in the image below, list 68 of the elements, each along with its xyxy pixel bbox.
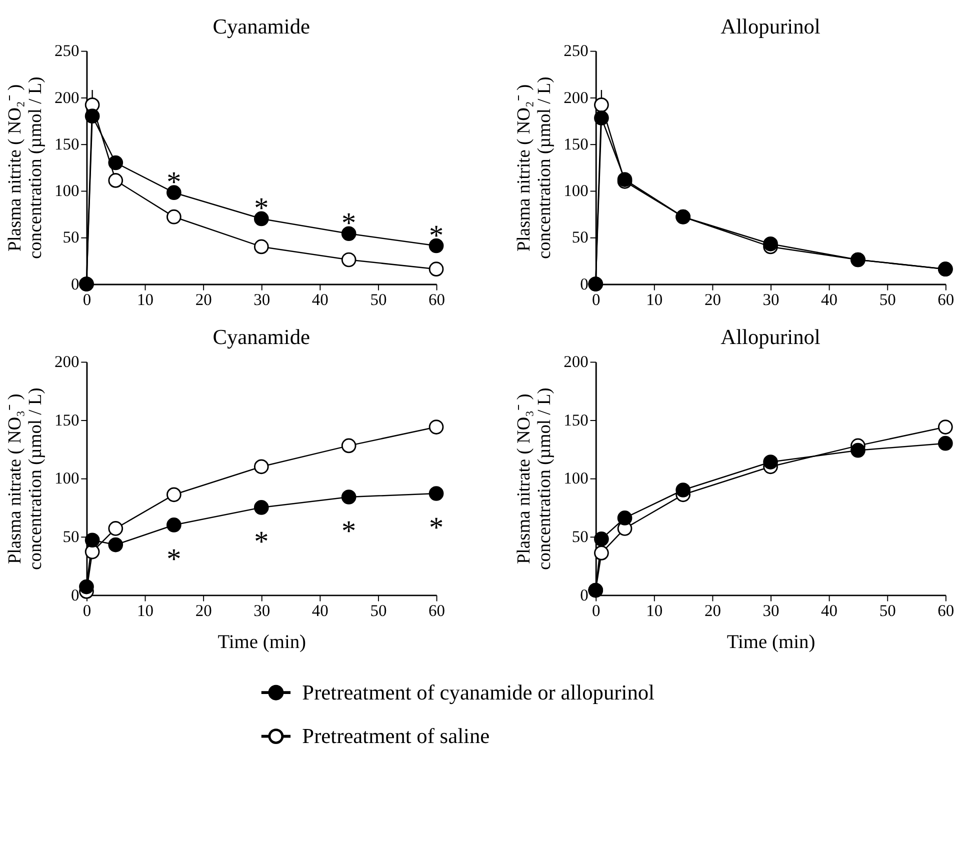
x-tick-label: 10	[137, 600, 154, 620]
annotation: *	[342, 208, 356, 240]
x-tick-label: 20	[195, 600, 212, 620]
x-tick-label: 10	[646, 600, 663, 620]
annotation: *	[428, 220, 444, 252]
x-tick-label: 60	[428, 290, 446, 309]
y-tick-label: 150	[564, 134, 588, 154]
annotation: *	[254, 192, 269, 225]
chart-title: Cyanamide	[212, 14, 310, 38]
y-tick-label: 150	[54, 134, 80, 154]
x-tick-label: 50	[370, 290, 387, 309]
y-tick-label: 0	[580, 274, 588, 294]
x-tick-label: 30	[762, 290, 780, 309]
y-tick-label: 200	[54, 88, 80, 107]
y-axis-title: Plasma nitrite ( NO₂⁻ ) concentration (µmol / L)	[514, 76, 554, 260]
x-tick-label: 20	[704, 290, 721, 309]
x-tick-label: 50	[879, 600, 896, 620]
annotation: *	[254, 526, 269, 558]
y-tick-label: 0	[70, 585, 80, 604]
y-tick-label: 50	[62, 228, 80, 247]
x-tick-label: 40	[821, 600, 838, 620]
x-tick-label: 50	[879, 290, 896, 309]
y-axis-title: Plasma nitrite ( NO₂⁻ ) concentration (µmol / L)	[4, 76, 45, 260]
x-tick-label: 60	[428, 600, 446, 620]
y-tick-label: 150	[564, 410, 588, 430]
y-tick-label: 100	[54, 468, 80, 488]
y-tick-label: 100	[54, 181, 80, 200]
x-tick-label: 40	[312, 600, 328, 620]
x-tick-label: 40	[821, 290, 838, 309]
y-tick-label: 50	[572, 228, 588, 247]
y-tick-label: 250	[54, 41, 80, 60]
y-tick-label: 0	[70, 274, 80, 294]
x-tick-label: 20	[195, 290, 212, 309]
x-tick-label: 60	[938, 290, 954, 309]
x-tick-label: 0	[82, 600, 92, 620]
y-tick-label: 50	[62, 526, 80, 546]
x-tick-label: 40	[312, 290, 328, 309]
annotation: *	[166, 544, 182, 576]
x-tick-label: 30	[762, 600, 780, 620]
annotation: *	[166, 166, 182, 199]
x-tick-label: 50	[370, 600, 387, 620]
y-tick-label: 250	[564, 41, 588, 60]
chart-title: Cyanamide	[212, 325, 310, 350]
y-tick-label: 0	[580, 585, 588, 604]
legend-label: Pretreatment of cyanamide or allopurinol	[302, 680, 655, 704]
x-axis-title: Time (min)	[218, 632, 306, 653]
x-tick-label: 20	[704, 600, 721, 620]
legend-label: Pretreatment of saline	[302, 724, 490, 748]
chart-title: Allopurinol	[720, 325, 820, 350]
y-tick-label: 150	[54, 410, 80, 430]
y-axis-title: Plasma nitrate ( NO₃⁻ ) concentration (µmol / L)	[514, 388, 554, 570]
y-tick-label: 200	[564, 352, 588, 372]
annotation: *	[342, 516, 356, 548]
chart-title: Allopurinol	[720, 14, 820, 38]
y-tick-label: 100	[564, 181, 588, 200]
y-tick-label: 100	[564, 468, 588, 488]
x-tick-label: 30	[254, 600, 270, 620]
x-tick-label: 30	[254, 290, 270, 309]
y-tick-label: 200	[54, 352, 80, 372]
y-tick-label: 50	[572, 526, 588, 546]
x-tick-label: 0	[82, 290, 92, 309]
y-tick-label: 200	[564, 88, 588, 107]
x-tick-label: 10	[137, 290, 154, 309]
annotation: *	[428, 512, 444, 544]
x-axis-title: Time (min)	[726, 632, 816, 653]
x-tick-label: 60	[938, 600, 954, 620]
x-tick-label: 10	[646, 290, 663, 309]
y-axis-title: Plasma nitrate ( NO₃⁻ ) concentration (µmol / L)	[4, 388, 45, 570]
